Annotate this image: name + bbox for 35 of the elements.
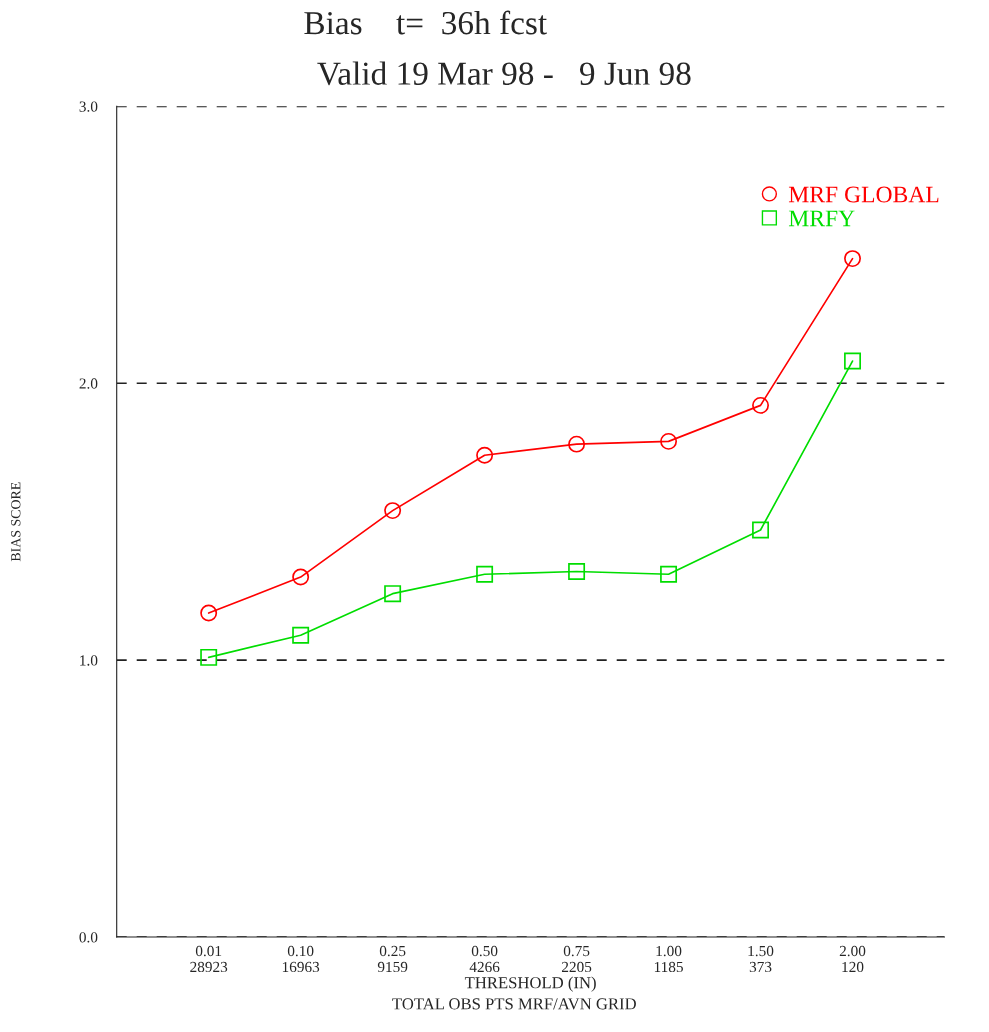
- point: [752, 396, 770, 414]
- x-tick-label: 0.01 28923: [190, 945, 228, 973]
- point: [568, 435, 586, 453]
- y-tick-label: 0.0: [79, 932, 98, 943]
- legend-label: MRFY: [788, 210, 855, 227]
- x-tick-label: 0.25 9159: [377, 945, 408, 973]
- point: [292, 568, 310, 586]
- point: [476, 565, 494, 583]
- point: [568, 563, 586, 580]
- x-tick-label: 1.00 1185: [654, 945, 683, 973]
- x-tick-label: 1.50 373: [748, 945, 774, 973]
- chart-subtitle: Valid 19 Mar 98 - 9 Jun 98: [317, 61, 691, 86]
- point: [752, 521, 770, 539]
- point: [384, 585, 402, 603]
- y-tick-label: 3.0: [79, 101, 98, 112]
- point: [292, 626, 310, 644]
- legend-label: MRF GLOBAL: [788, 186, 939, 203]
- point: [476, 446, 494, 464]
- x-tick-label: 0.10 16963: [282, 945, 320, 973]
- text: TOTAL OBS PTS MRF/AVN GRID: [392, 998, 636, 1010]
- y-tick-label: 2.0: [79, 378, 98, 389]
- x-tick-label: 0.75 2205: [561, 945, 592, 973]
- point: [660, 432, 678, 450]
- y-tick-label: 1.0: [80, 655, 98, 666]
- point: [200, 648, 218, 666]
- chart-title: Bias t= 36h fcst: [304, 10, 547, 35]
- point: [844, 352, 861, 370]
- point: [200, 604, 218, 622]
- x-axis-title: THRESHOLD (IN): [464, 976, 596, 992]
- y-axis-title: BIAS SCORE: [11, 482, 21, 562]
- point: [844, 250, 861, 268]
- point: [660, 565, 678, 583]
- x-tick-label: 0.50 4266: [469, 945, 500, 973]
- point: [384, 502, 402, 520]
- x-tick-label: 2.00 120: [839, 945, 866, 973]
